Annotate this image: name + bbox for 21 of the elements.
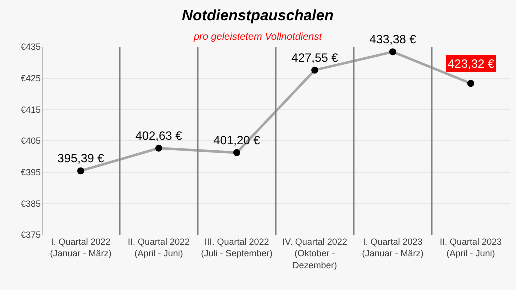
x-tick-label: I. Quartal 2023 (Januar - März) [362,237,424,259]
y-tick-label: €425 [20,73,41,84]
data-label: 395,39 € [58,152,105,166]
y-tick-label: €385 [20,198,41,209]
x-tick-label: IV. Quartal 2022 (Oktober - Dezember) [282,237,348,270]
annotation: 423,32 € [448,57,496,71]
x-tick-label: III. Quartal 2022 (Juli - September) [201,237,273,259]
x-tick-label: I. Quartal 2022 (Januar - März) [50,237,112,259]
data-label: 402,63 € [136,129,183,144]
chart-title: Notdienstpauschalen [182,7,334,24]
data-label: 433,38 € [370,32,417,47]
y-tick-label: €405 [20,136,41,146]
data-label: 427,55 € [292,50,339,65]
data-label: 401,20 € [214,134,261,148]
y-tick-label: €435 [20,42,41,52]
y-tick-label: €415 [20,104,41,115]
y-tick-label: €375 [20,230,41,240]
x-tick-label: II. Quartal 2023 (April - Juni) [440,237,502,259]
y-tick-label: €395 [20,167,41,178]
chart-subtitle: pro geleistetem Vollnotdienst [192,32,324,43]
x-tick-label: II. Quartal 2022 (April - Juni) [128,237,190,259]
